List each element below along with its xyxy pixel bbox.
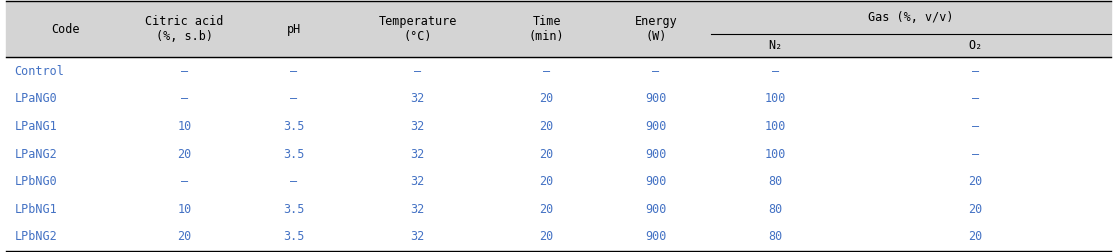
Text: 3.5: 3.5 [283, 203, 304, 216]
Text: Temperature
(°C): Temperature (°C) [378, 15, 456, 43]
Text: 20: 20 [540, 92, 554, 105]
Text: 80: 80 [768, 203, 782, 216]
Text: Time
(min): Time (min) [529, 15, 564, 43]
Text: O₂: O₂ [968, 39, 983, 52]
Text: 900: 900 [646, 230, 667, 243]
Text: 900: 900 [646, 148, 667, 161]
Text: –: – [972, 148, 978, 161]
Bar [6, 1, 1111, 57]
Text: –: – [972, 120, 978, 133]
Text: –: – [972, 92, 978, 105]
Text: –: – [290, 92, 297, 105]
Text: –: – [972, 65, 978, 78]
Text: 900: 900 [646, 92, 667, 105]
Text: –: – [180, 175, 188, 188]
Text: 10: 10 [177, 203, 191, 216]
Text: –: – [180, 92, 188, 105]
Text: –: – [290, 175, 297, 188]
Text: Control: Control [14, 65, 65, 78]
Text: LPbNG1: LPbNG1 [14, 203, 57, 216]
Text: 80: 80 [768, 175, 782, 188]
Text: 20: 20 [968, 203, 983, 216]
Text: –: – [771, 65, 779, 78]
Text: Code: Code [51, 23, 79, 36]
Text: 3.5: 3.5 [283, 230, 304, 243]
Text: 100: 100 [765, 148, 786, 161]
Text: 32: 32 [411, 92, 425, 105]
Text: 20: 20 [540, 120, 554, 133]
Text: Energy
(W): Energy (W) [634, 15, 678, 43]
Text: LPaNG0: LPaNG0 [14, 92, 57, 105]
Text: 100: 100 [765, 92, 786, 105]
Text: 900: 900 [646, 120, 667, 133]
Text: LPbNG2: LPbNG2 [14, 230, 57, 243]
Text: 20: 20 [540, 230, 554, 243]
Text: 3.5: 3.5 [283, 120, 304, 133]
Text: –: – [180, 65, 188, 78]
Text: LPaNG2: LPaNG2 [14, 148, 57, 161]
Text: 3.5: 3.5 [283, 148, 304, 161]
Text: 100: 100 [765, 120, 786, 133]
Text: –: – [652, 65, 660, 78]
Text: 32: 32 [411, 203, 425, 216]
Text: 32: 32 [411, 175, 425, 188]
Text: 32: 32 [411, 148, 425, 161]
Text: 20: 20 [968, 230, 983, 243]
Text: 20: 20 [540, 203, 554, 216]
Text: Citric acid
(%, s.b): Citric acid (%, s.b) [145, 15, 224, 43]
Text: 20: 20 [540, 148, 554, 161]
Text: N₂: N₂ [768, 39, 782, 52]
Text: 32: 32 [411, 120, 425, 133]
Text: 80: 80 [768, 230, 782, 243]
Text: Gas (%, v/v): Gas (%, v/v) [868, 11, 954, 24]
Text: 900: 900 [646, 175, 667, 188]
Text: 20: 20 [177, 148, 191, 161]
Text: 10: 10 [177, 120, 191, 133]
Text: –: – [414, 65, 421, 78]
Text: LPbNG0: LPbNG0 [14, 175, 57, 188]
Text: LPaNG1: LPaNG1 [14, 120, 57, 133]
Text: 20: 20 [968, 175, 983, 188]
Text: 32: 32 [411, 230, 425, 243]
Text: –: – [543, 65, 550, 78]
Text: –: – [290, 65, 297, 78]
Text: 20: 20 [177, 230, 191, 243]
Text: pH: pH [286, 23, 301, 36]
Text: 900: 900 [646, 203, 667, 216]
Text: 20: 20 [540, 175, 554, 188]
